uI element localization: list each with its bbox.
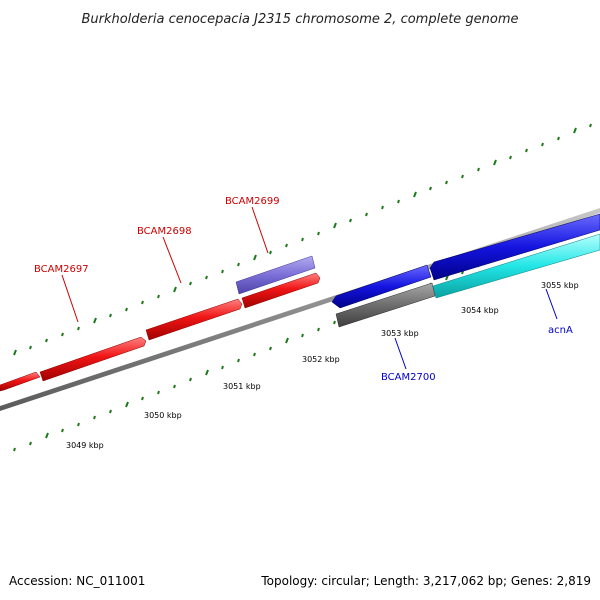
gene-label-bcam2697: BCAM2697 — [34, 264, 89, 275]
accession-text: Accession: NC_011001 — [9, 574, 145, 588]
scale-label-3053: 3053 kbp — [381, 329, 419, 338]
scale-label-3050: 3050 kbp — [144, 411, 182, 420]
chromosome-backbone — [0, 208, 600, 411]
gene-bcam2697[interactable] — [0, 372, 40, 391]
label-line-bcam2699 — [252, 207, 268, 253]
gene-label-bcam2699: BCAM2699 — [225, 196, 280, 207]
scale-label-3052: 3052 kbp — [302, 355, 340, 364]
gene-label-bcam2700: BCAM2700 — [381, 372, 436, 383]
scale-label-3054: 3054 kbp — [461, 306, 499, 315]
label-line-bcam2700 — [395, 338, 406, 369]
scale-label-3049: 3049 kbp — [66, 441, 104, 450]
scale-label-3051: 3051 kbp — [223, 382, 261, 391]
forward-tick-row — [14, 124, 591, 355]
scale-label-3055: 3055 kbp — [541, 281, 579, 290]
label-line-bcam2698 — [163, 237, 181, 283]
gene-label-acna: acnA — [548, 325, 573, 336]
genome-summary-text: Topology: circular; Length: 3,217,062 bp… — [260, 574, 591, 588]
gene-label-bcam2698: BCAM2698 — [137, 226, 192, 237]
label-line-acna — [546, 289, 557, 319]
gene-bcam2697-body[interactable] — [40, 337, 146, 381]
label-line-bcam2697 — [62, 275, 78, 322]
map-title: Burkholderia cenocepacia J2315 chromosom… — [81, 12, 518, 27]
